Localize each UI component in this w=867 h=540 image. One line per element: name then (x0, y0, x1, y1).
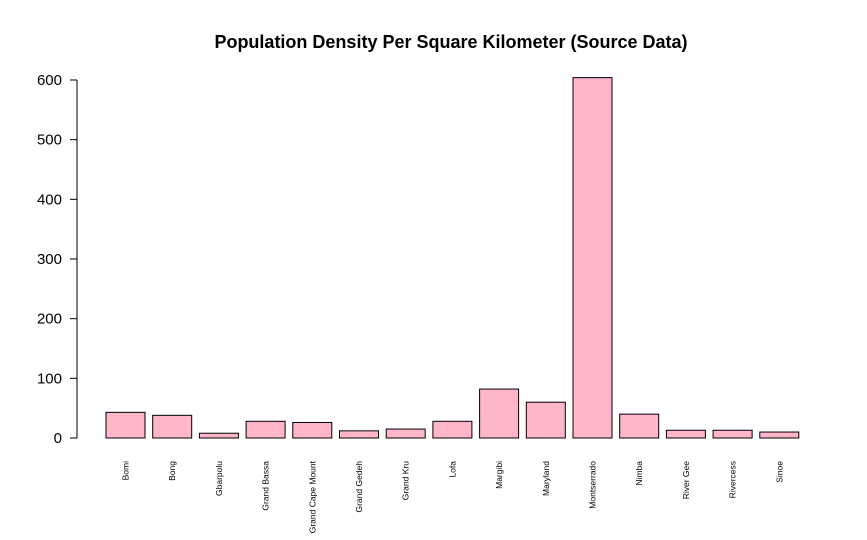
y-tick-label: 500 (37, 132, 62, 149)
bar (198, 432, 239, 439)
y-axis: 0 100 200 300 400 500 600 (37, 72, 78, 447)
x-tick-label: Sinoe (774, 461, 784, 483)
bar (572, 77, 613, 439)
bar (385, 428, 426, 439)
x-tick-label: Lofa (447, 461, 457, 478)
x-tick-label: Maryland (541, 461, 551, 496)
bar (245, 420, 286, 439)
bar (152, 414, 193, 439)
x-tick-label: Nimba (634, 461, 644, 486)
bar (432, 420, 473, 439)
x-axis-labels: Bomi Bong Gbarpolu Grand Bassa Grand Cape Mo… (121, 460, 785, 533)
bar (479, 388, 520, 439)
bars (105, 77, 800, 439)
x-tick-label: Grand Gedeh (354, 461, 364, 513)
bar (619, 413, 660, 439)
bar (665, 429, 706, 439)
x-tick-label: Grand Bassa (261, 461, 271, 511)
chart-title: Population Density Per Square Kilometer … (214, 32, 687, 52)
bar (759, 431, 800, 439)
x-tick-label: Gbarpolu (214, 461, 224, 496)
y-tick-label: 200 (37, 311, 62, 328)
y-tick-label: 300 (37, 251, 62, 268)
bar (292, 421, 333, 439)
bar (105, 411, 146, 439)
x-tick-label: Bong (167, 461, 177, 481)
bar (712, 429, 753, 439)
x-tick-label: Bomi (121, 461, 131, 480)
bar (339, 430, 379, 439)
x-tick-label: Margibi (494, 461, 504, 489)
x-tick-label: Grand Kru (401, 461, 411, 500)
x-tick-label: Montserrado (588, 461, 598, 509)
x-tick-label: Rivercess (728, 461, 738, 498)
x-tick-label: Grand Cape Mount (307, 460, 317, 533)
y-tick-label: 100 (37, 370, 62, 387)
y-tick-label: 0 (54, 430, 62, 447)
x-tick-label: River Gee (681, 461, 691, 500)
y-tick-label: 400 (37, 191, 62, 208)
bar (525, 401, 566, 439)
y-tick-label: 600 (37, 72, 62, 89)
